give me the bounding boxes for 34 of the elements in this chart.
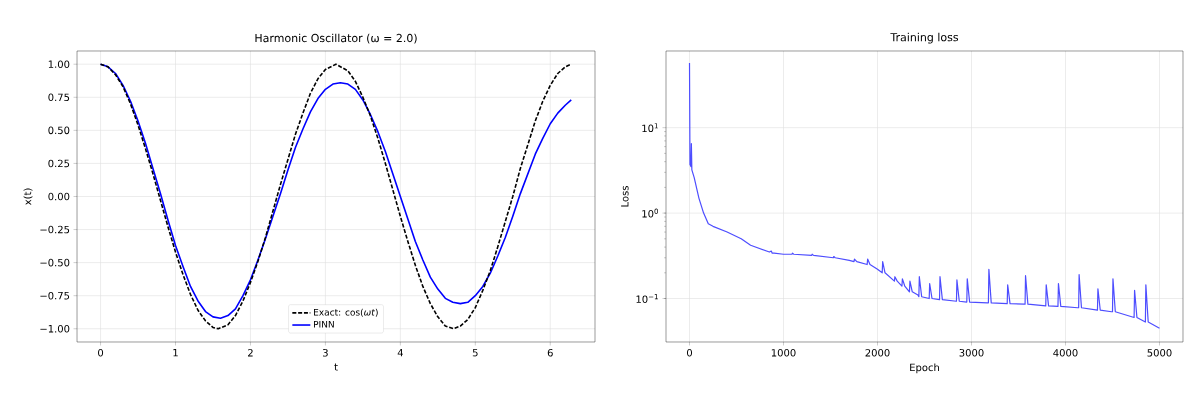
x-tick-label: 5000 — [1147, 349, 1172, 357]
x-tick-label: 5 — [472, 349, 478, 357]
y-tick-label: 10$^{0}$ — [642, 208, 658, 218]
legend-label: Exact: cos(ωt) — [314, 308, 378, 317]
y-tick-label: 0.50 — [48, 126, 70, 135]
chart-title: Harmonic Oscillator (ω = 2.0) — [255, 33, 417, 44]
x-tick-label: 3000 — [959, 349, 984, 357]
x-tick-label: 2 — [248, 349, 253, 357]
y-tick-label: −0.75 — [40, 291, 70, 300]
line-series — [688, 62, 1161, 329]
y-tick-label: 10$^{1}$ — [642, 123, 658, 133]
x-tick-label: 0 — [98, 349, 104, 357]
x-tick-label: 0 — [686, 349, 693, 357]
y-axis-title: x(t) — [23, 188, 33, 206]
x-tick-label: 2000 — [865, 349, 890, 357]
y-tick-label: 1.00 — [48, 60, 70, 68]
x-axis-title: Epoch — [910, 363, 939, 374]
chart-title: Training loss — [890, 32, 959, 44]
y-axis-title: Loss — [621, 186, 629, 207]
y-tick-label: −0.50 — [40, 258, 70, 267]
legend-label: PINN — [314, 321, 334, 328]
x-tick-label: 3 — [322, 349, 328, 357]
y-tick-label: −1.00 — [40, 324, 70, 333]
x-tick-label: 1 — [173, 349, 178, 357]
x-tick-label: 4000 — [1053, 349, 1078, 357]
x-tick-label: 1000 — [771, 349, 796, 357]
y-tick-label: 0.75 — [48, 93, 70, 102]
y-tick-label: 0.00 — [48, 192, 70, 201]
x-tick-label: 4 — [397, 349, 403, 357]
x-tick-label: 6 — [547, 349, 553, 357]
y-tick-label: −0.25 — [40, 225, 70, 234]
y-tick-label: 10$^{−1}$ — [636, 294, 658, 303]
x-axis-title: t — [334, 363, 338, 371]
y-tick-label: 0.25 — [48, 159, 70, 168]
